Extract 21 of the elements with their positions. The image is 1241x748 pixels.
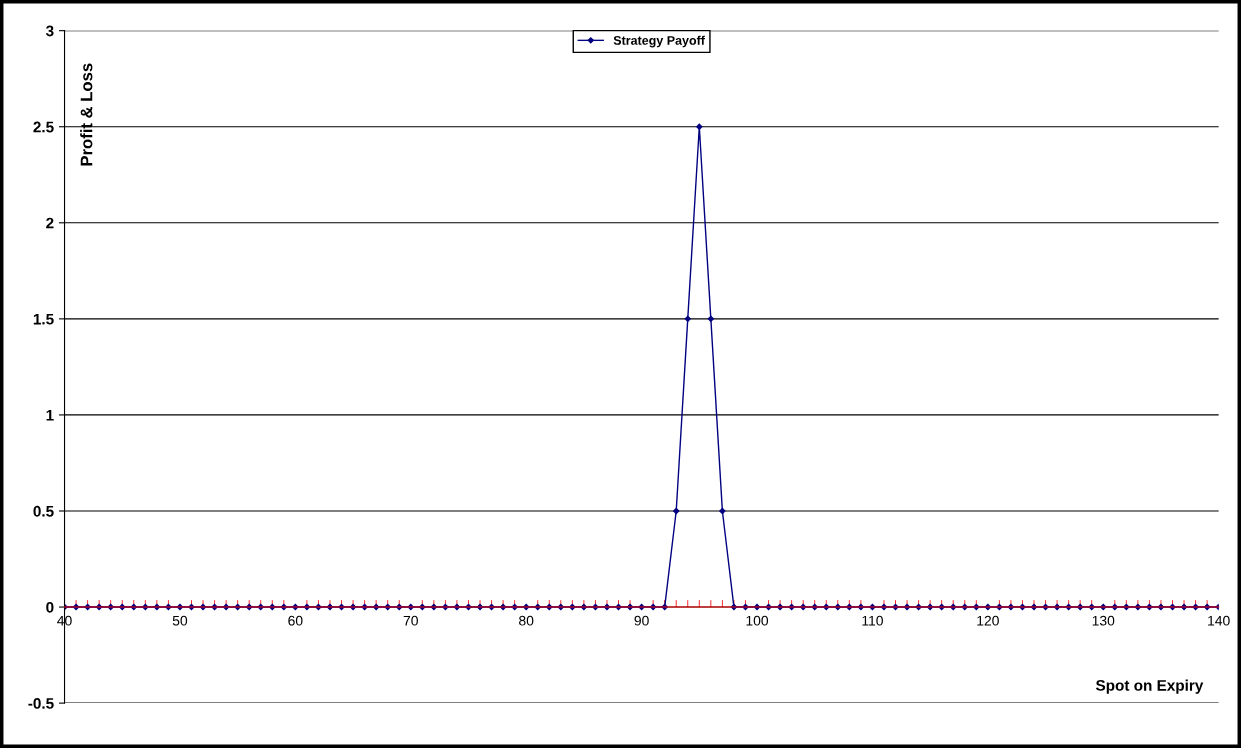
x-tick-label: 130: [1092, 615, 1115, 626]
y-tick-label: 2: [46, 217, 54, 229]
y-tick-label: 0: [46, 601, 54, 613]
x-tick-label: 110: [862, 615, 883, 626]
y-tick-label: 1.5: [33, 313, 54, 325]
x-axis-title: Spot on Expiry: [1095, 679, 1204, 694]
y-tick-label: 3: [45, 25, 54, 37]
y-tick-label: -0.5: [28, 697, 54, 709]
y-tick-label: 2.5: [33, 121, 54, 133]
x-tick-label: 120: [977, 615, 999, 626]
x-tick-label: 70: [403, 615, 418, 626]
x-tick-label: 90: [634, 615, 649, 626]
y-tick-label: 1: [46, 409, 54, 421]
x-tick-label: 100: [746, 615, 769, 626]
y-tick-label: 0.5: [33, 505, 54, 517]
y-axis-title: Profit & Loss: [80, 63, 93, 166]
legend-label: Strategy Payoff: [613, 35, 705, 48]
x-tick-label: 80: [519, 615, 534, 626]
x-tick-label: 60: [288, 615, 303, 626]
x-tick-label: 140: [1208, 615, 1230, 626]
x-tick-label: 50: [172, 615, 188, 626]
